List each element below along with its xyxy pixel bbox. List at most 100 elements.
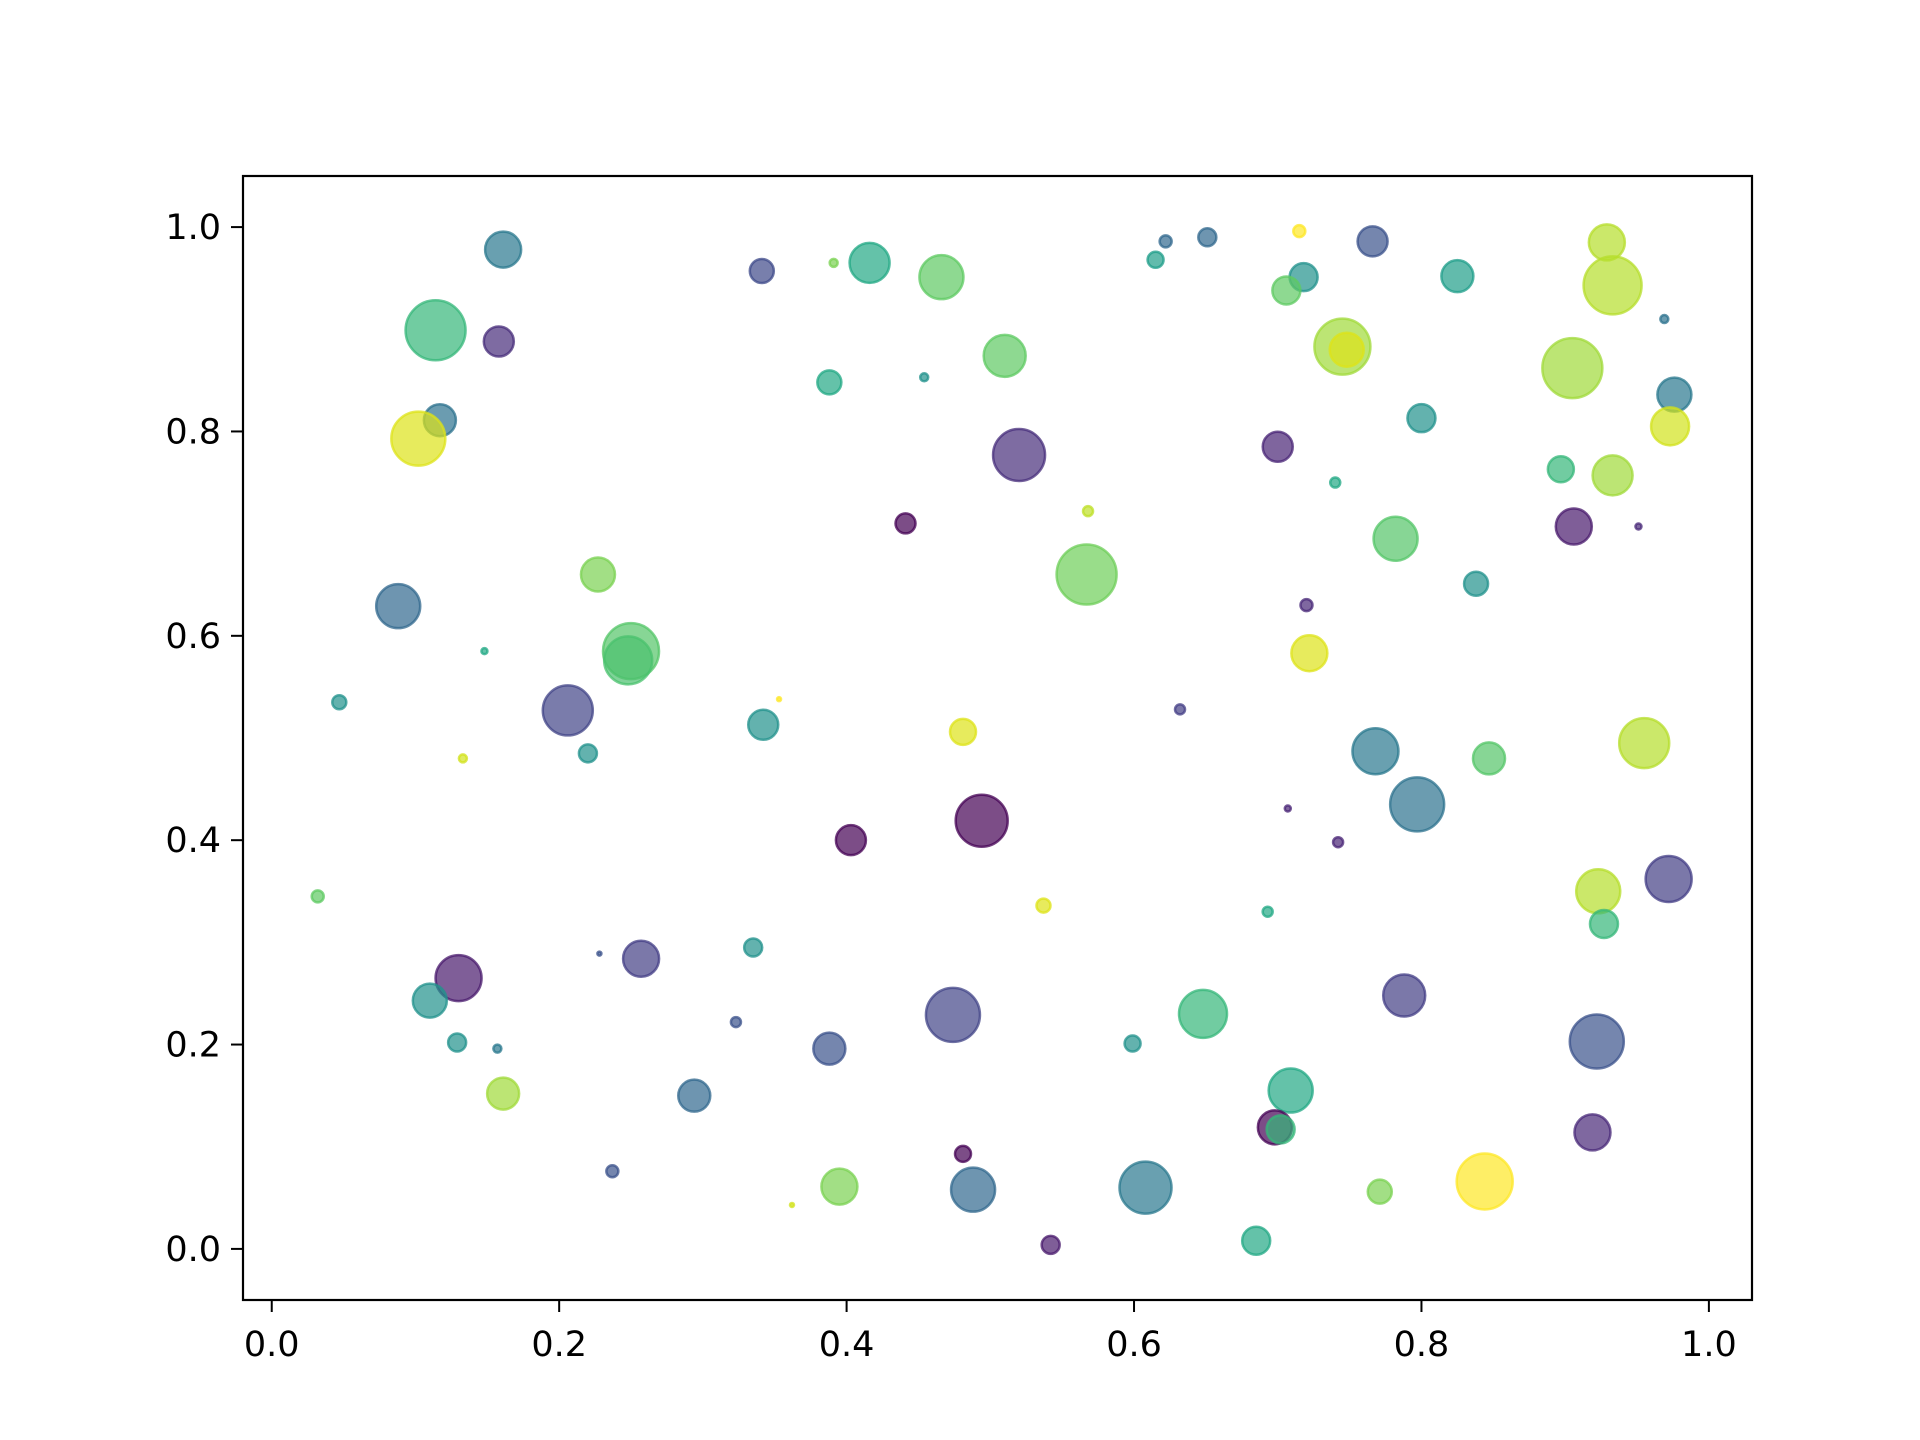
- scatter-point: [1541, 336, 1604, 400]
- scatter-point: [677, 1078, 712, 1113]
- scatter-point: [812, 1031, 847, 1066]
- scatter-point: [918, 253, 965, 301]
- scatter-point: [918, 372, 930, 383]
- scatter-point: [982, 333, 1027, 379]
- scatter-point: [1290, 633, 1329, 673]
- scatter-point: [775, 695, 783, 703]
- scatter-point: [404, 299, 467, 362]
- x-tick-label: 0.0: [244, 1325, 300, 1365]
- scatter-point: [1573, 1113, 1612, 1152]
- scatter-point: [1351, 727, 1400, 776]
- y-tick-label: 0.8: [165, 412, 221, 452]
- scatter-point: [602, 635, 654, 686]
- scatter-point: [1123, 1034, 1142, 1053]
- plot-area-frame: [241, 174, 1754, 1302]
- scatter-point: [953, 1144, 973, 1164]
- x-tick-label: 0.8: [1394, 1325, 1450, 1365]
- scatter-point: [331, 693, 348, 711]
- scatter-point: [742, 937, 764, 958]
- scatter-point: [1381, 973, 1427, 1018]
- scatter-point: [748, 257, 776, 285]
- scatter-point: [894, 512, 917, 535]
- x-tick-label: 0.6: [1106, 1325, 1162, 1365]
- scatter-point: [1649, 406, 1691, 447]
- scatter-point: [1568, 1013, 1626, 1070]
- scatter-point: [1328, 331, 1365, 368]
- scatter-point: [434, 953, 483, 1003]
- scatter-point: [1440, 258, 1475, 294]
- scatter-point: [924, 986, 982, 1044]
- scatter-point: [820, 1167, 859, 1206]
- scatter-point: [1588, 908, 1620, 940]
- scatter-point: [390, 410, 447, 467]
- y-tick-label: 0.2: [165, 1026, 221, 1066]
- scatter-point: [1040, 1234, 1061, 1256]
- scatter-point: [1267, 1067, 1314, 1114]
- scatter-point: [1634, 522, 1643, 531]
- scatter-point: [816, 369, 843, 396]
- scatter-point: [1587, 223, 1627, 262]
- scatter-point: [1173, 703, 1187, 716]
- scatter-point: [446, 1032, 468, 1053]
- scatter-point: [374, 582, 422, 630]
- scatter-point: [848, 241, 891, 285]
- scatter-point: [1271, 275, 1302, 306]
- x-axis: 0.0 0.2 0.4 0.6 0.8 1.0: [244, 1300, 1737, 1365]
- scatter-point: [1546, 455, 1576, 484]
- scatter-point: [949, 1166, 997, 1213]
- scatter-point: [1146, 250, 1165, 270]
- scatter-point: [1283, 804, 1293, 813]
- scatter-point: [1197, 227, 1218, 248]
- scatter-point: [1617, 716, 1671, 770]
- y-tick-label: 0.0: [165, 1230, 221, 1270]
- scatter-point: [1388, 776, 1446, 833]
- scatter-point: [411, 982, 449, 1019]
- scatter-point: [1240, 1225, 1272, 1256]
- scatter-point: [1574, 868, 1622, 915]
- scatter-point: [480, 646, 489, 656]
- scatter-point: [605, 1164, 620, 1179]
- scatter-point: [834, 823, 868, 857]
- scatter-point: [483, 230, 523, 269]
- y-tick-label: 0.6: [165, 617, 221, 657]
- y-tick-label: 1.0: [165, 208, 221, 248]
- scatter-point: [1372, 515, 1419, 562]
- x-tick-label: 0.4: [819, 1325, 875, 1365]
- scatter-point: [1331, 835, 1345, 849]
- scatter-point: [1158, 234, 1173, 249]
- scatter-point: [1356, 225, 1389, 258]
- scatter-point: [485, 1076, 521, 1111]
- scatter-point: [310, 889, 325, 904]
- scatter-point: [596, 950, 603, 957]
- scatter-point: [954, 793, 1009, 849]
- points-layer: [310, 223, 1693, 1256]
- scatter-point: [1591, 454, 1634, 497]
- scatter-point: [1292, 223, 1307, 239]
- scatter-point: [1406, 402, 1437, 434]
- scatter-point: [1177, 988, 1229, 1040]
- scatter-point: [746, 708, 780, 741]
- scatter-point: [1261, 430, 1294, 464]
- scatter-point: [482, 325, 516, 358]
- scatter-point: [1554, 507, 1594, 546]
- scatter-point: [1118, 1160, 1173, 1215]
- scatter-point: [1035, 897, 1052, 914]
- scatter-point: [1265, 1114, 1296, 1145]
- scatter-point: [1261, 905, 1274, 918]
- scatter-point: [729, 1015, 743, 1029]
- scatter-point: [828, 257, 839, 269]
- scatter-point: [579, 556, 617, 593]
- scatter-point: [1659, 313, 1670, 325]
- scatter-point: [1055, 543, 1118, 606]
- scatter-point: [577, 743, 599, 764]
- y-axis: 0.0 0.2 0.4 0.6 0.8 1.0: [165, 208, 243, 1270]
- scatter-point: [1462, 570, 1490, 597]
- scatter-point: [621, 939, 661, 978]
- scatter-point: [1471, 741, 1507, 776]
- scatter-point: [948, 717, 978, 747]
- scatter-point: [1328, 476, 1342, 489]
- scatter-point: [492, 1043, 503, 1054]
- scatter-point: [1455, 1152, 1514, 1211]
